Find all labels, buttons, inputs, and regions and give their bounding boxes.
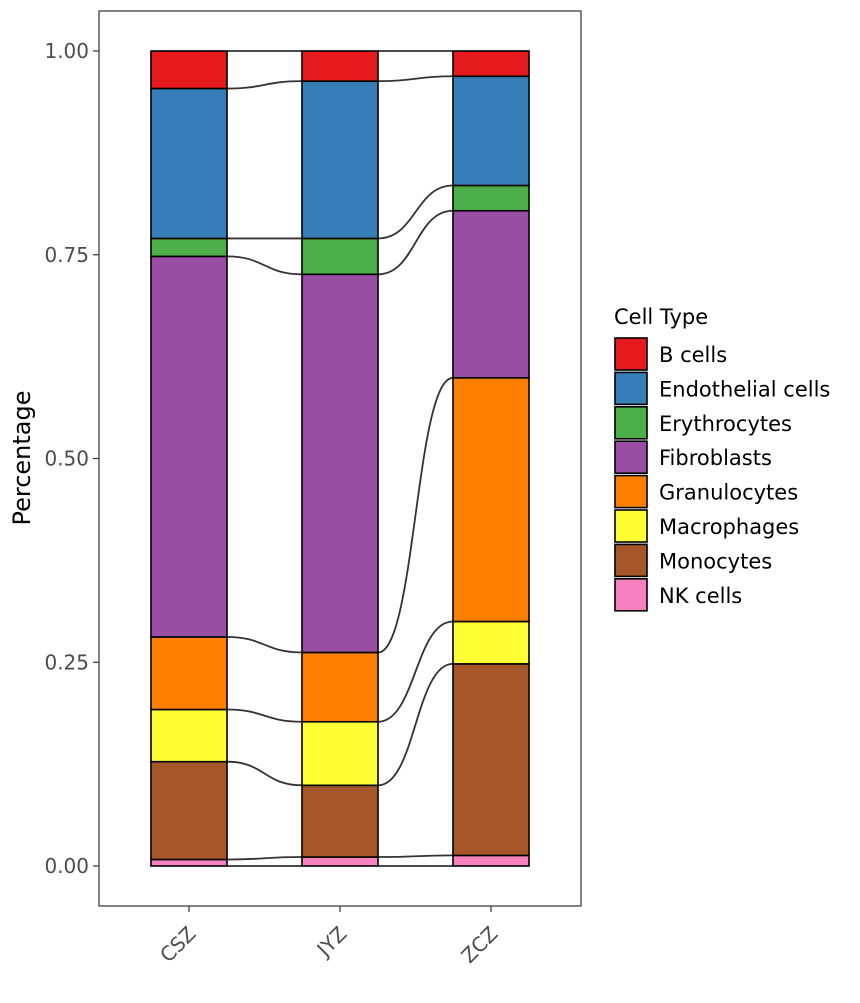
legend-label-nk-cells: NK cells	[659, 584, 742, 608]
bar-nk-cells-csz	[150, 858, 228, 867]
flow-line-2-0	[226, 760, 303, 787]
bar-monocytes-csz	[150, 760, 228, 861]
bar-monocytes-jyz	[301, 784, 379, 858]
flow-line-6-1	[377, 184, 454, 240]
legend-label-b-cells: B cells	[659, 343, 727, 367]
bar-macrophages-zcz	[452, 620, 530, 665]
y-tick-label: 0.50	[44, 447, 89, 471]
bar-b-cells-jyz	[301, 50, 379, 82]
legend-key-nk-cells	[614, 577, 648, 612]
bar-nk-cells-jyz	[301, 856, 379, 867]
flow-line-3-1	[377, 620, 454, 723]
legend-key-b-cells	[614, 337, 648, 371]
legend-key-monocytes	[614, 543, 648, 578]
bar-b-cells-zcz	[452, 50, 530, 78]
legend-key-erythrocytes	[614, 405, 648, 440]
flow-line-7-0	[226, 80, 303, 90]
bar-fibroblasts-jyz	[301, 273, 379, 654]
bar-nk-cells-zcz	[452, 854, 530, 867]
legend-label-fibroblasts: Fibroblasts	[659, 446, 772, 470]
flow-line-1-0	[226, 856, 303, 861]
bar-erythrocytes-zcz	[452, 184, 530, 212]
legend-key-macrophages	[614, 509, 648, 543]
bar-b-cells-csz	[150, 50, 228, 90]
bar-erythrocytes-jyz	[301, 237, 379, 276]
legend-title: Cell Type	[614, 305, 708, 329]
legend-label-granulocytes: Granulocytes	[659, 481, 798, 505]
bar-granulocytes-jyz	[301, 651, 379, 723]
bar-endothelial-cells-zcz	[452, 75, 530, 187]
bar-endothelial-cells-jyz	[301, 80, 379, 240]
legend-key-fibroblasts	[614, 440, 648, 475]
flow-line-4-0	[226, 636, 303, 654]
legend-key-endothelial-cells	[614, 371, 648, 406]
bar-granulocytes-zcz	[452, 377, 530, 623]
bar-fibroblasts-csz	[150, 255, 228, 638]
bar-granulocytes-csz	[150, 636, 228, 711]
bar-macrophages-csz	[150, 708, 228, 763]
legend-key-granulocytes	[614, 474, 648, 509]
flow-line-5-0	[226, 255, 303, 276]
y-tick-label: 0.25	[44, 650, 89, 674]
x-tick-label: CSZ	[155, 922, 201, 968]
flow-line-3-0	[226, 708, 303, 723]
legend-label-erythrocytes: Erythrocytes	[659, 412, 792, 436]
legend-label-macrophages: Macrophages	[659, 515, 799, 539]
bar-erythrocytes-csz	[150, 237, 228, 258]
x-tick-label: JYZ	[311, 922, 352, 963]
bar-monocytes-zcz	[452, 663, 530, 857]
flow-line-2-1	[377, 662, 454, 787]
flow-line-1-1	[377, 854, 454, 858]
flow-line-5-1	[377, 209, 454, 276]
y-axis-title: Percentage	[8, 390, 36, 525]
bar-macrophages-jyz	[301, 720, 379, 787]
y-tick-label: 1.00	[44, 39, 89, 63]
y-tick-label: 0.75	[44, 243, 89, 267]
y-tick-label: 0.00	[44, 854, 89, 878]
flow-line-7-1	[377, 75, 454, 83]
legend-label-endothelial-cells: Endothelial cells	[659, 377, 830, 401]
flow-line-4-1	[377, 376, 454, 654]
legend-label-monocytes: Monocytes	[659, 549, 772, 573]
bar-endothelial-cells-csz	[150, 87, 228, 240]
x-tick-label: ZCZ	[456, 922, 502, 968]
bar-fibroblasts-zcz	[452, 209, 530, 379]
